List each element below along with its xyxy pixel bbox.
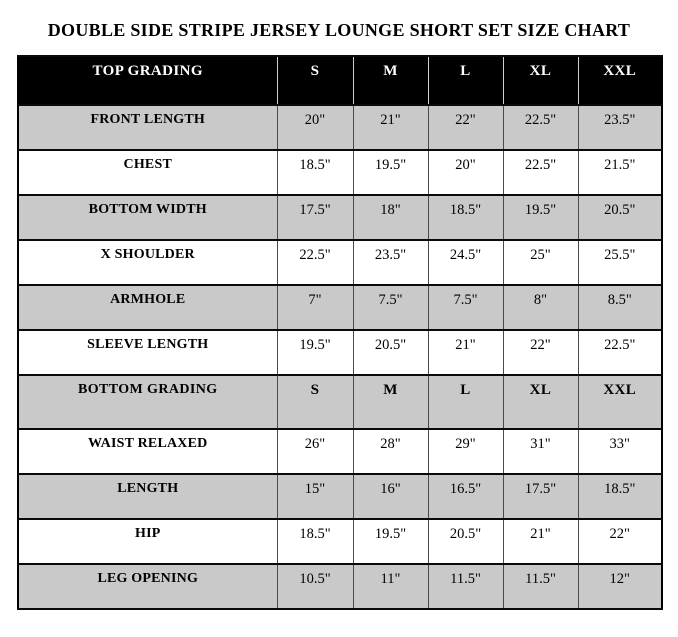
value-cell: 11.5"	[502, 563, 579, 610]
row-label: LEG OPENING	[17, 563, 278, 610]
value-cell: 21"	[352, 104, 429, 151]
row-label: WAIST RELAXED	[17, 428, 278, 475]
value-cell: 29"	[427, 428, 504, 475]
column-header-size-l: L	[427, 55, 504, 106]
value-cell: 19.5"	[276, 329, 354, 376]
row-label: HIP	[17, 518, 278, 565]
section-header-row: BOTTOM GRADING S M L XL XXL	[17, 374, 663, 430]
value-cell: 12"	[577, 563, 663, 610]
value-cell: 19.5"	[502, 194, 579, 241]
value-cell: 15"	[276, 473, 354, 520]
table-row: BOTTOM WIDTH 17.5" 18" 18.5" 19.5" 20.5"	[17, 194, 663, 241]
value-cell: 11"	[352, 563, 429, 610]
value-cell: L	[427, 374, 504, 430]
value-cell: 33"	[577, 428, 663, 475]
value-cell: 24.5"	[427, 239, 504, 286]
value-cell: 16.5"	[427, 473, 504, 520]
table-row: LEG OPENING 10.5" 11" 11.5" 11.5" 12"	[17, 563, 663, 610]
value-cell: 8.5"	[577, 284, 663, 331]
value-cell: 26"	[276, 428, 354, 475]
table-row: LENGTH 15" 16" 16.5" 17.5" 18.5"	[17, 473, 663, 520]
value-cell: 7.5"	[352, 284, 429, 331]
value-cell: 17.5"	[502, 473, 579, 520]
row-label: BOTTOM GRADING	[17, 374, 278, 430]
value-cell: 22"	[427, 104, 504, 151]
value-cell: 11.5"	[427, 563, 504, 610]
size-chart-table: TOP GRADING S M L XL XXL FRONT LENGTH 20"…	[17, 55, 663, 610]
value-cell: 18.5"	[427, 194, 504, 241]
value-cell: 22.5"	[502, 149, 579, 196]
table-row: WAIST RELAXED 26" 28" 29" 31" 33"	[17, 428, 663, 475]
value-cell: 19.5"	[352, 149, 429, 196]
value-cell: 19.5"	[352, 518, 429, 565]
table-header-row: TOP GRADING S M L XL XXL	[17, 55, 663, 106]
value-cell: 21.5"	[577, 149, 663, 196]
value-cell: 10.5"	[276, 563, 354, 610]
page-title: DOUBLE SIDE STRIPE JERSEY LOUNGE SHORT S…	[47, 20, 631, 40]
value-cell: 20"	[276, 104, 354, 151]
row-label: BOTTOM WIDTH	[17, 194, 278, 241]
value-cell: 20.5"	[427, 518, 504, 565]
column-header-size-m: M	[352, 55, 429, 106]
column-header-top-grading: TOP GRADING	[17, 55, 278, 106]
table-row: X SHOULDER 22.5" 23.5" 24.5" 25" 25.5"	[17, 239, 663, 286]
value-cell: 22"	[502, 329, 579, 376]
table-row: ARMHOLE 7" 7.5" 7.5" 8" 8.5"	[17, 284, 663, 331]
value-cell: 22"	[577, 518, 663, 565]
value-cell: 22.5"	[502, 104, 579, 151]
table-row: SLEEVE LENGTH 19.5" 20.5" 21" 22" 22.5"	[17, 329, 663, 376]
row-label: LENGTH	[17, 473, 278, 520]
table-row: FRONT LENGTH 20" 21" 22" 22.5" 23.5"	[17, 104, 663, 151]
value-cell: 16"	[352, 473, 429, 520]
value-cell: 7.5"	[427, 284, 504, 331]
value-cell: M	[352, 374, 429, 430]
row-label: ARMHOLE	[17, 284, 278, 331]
value-cell: 8"	[502, 284, 579, 331]
value-cell: 22.5"	[577, 329, 663, 376]
column-header-size-xxl: XXL	[577, 55, 663, 106]
value-cell: 18.5"	[577, 473, 663, 520]
value-cell: 22.5"	[276, 239, 354, 286]
value-cell: 25"	[502, 239, 579, 286]
value-cell: 20.5"	[352, 329, 429, 376]
value-cell: 18.5"	[276, 149, 354, 196]
value-cell: 18"	[352, 194, 429, 241]
table-row: HIP 18.5" 19.5" 20.5" 21" 22"	[17, 518, 663, 565]
value-cell: 20"	[427, 149, 504, 196]
value-cell: 25.5"	[577, 239, 663, 286]
row-label: CHEST	[17, 149, 278, 196]
value-cell: XL	[502, 374, 579, 430]
row-label: SLEEVE LENGTH	[17, 329, 278, 376]
value-cell: 17.5"	[276, 194, 354, 241]
value-cell: 31"	[502, 428, 579, 475]
value-cell: 20.5"	[577, 194, 663, 241]
table-body: FRONT LENGTH 20" 21" 22" 22.5" 23.5" CHEST 18.5…	[17, 104, 663, 610]
value-cell: 23.5"	[352, 239, 429, 286]
table-row: CHEST 18.5" 19.5" 20" 22.5" 21.5"	[17, 149, 663, 196]
column-header-size-xl: XL	[502, 55, 579, 106]
value-cell: 28"	[352, 428, 429, 475]
value-cell: S	[276, 374, 354, 430]
value-cell: 23.5"	[577, 104, 663, 151]
row-label: FRONT LENGTH	[17, 104, 278, 151]
column-header-size-s: S	[276, 55, 354, 106]
value-cell: 18.5"	[276, 518, 354, 565]
value-cell: XXL	[577, 374, 663, 430]
value-cell: 7"	[276, 284, 354, 331]
value-cell: 21"	[427, 329, 504, 376]
row-label: X SHOULDER	[17, 239, 278, 286]
value-cell: 21"	[502, 518, 579, 565]
